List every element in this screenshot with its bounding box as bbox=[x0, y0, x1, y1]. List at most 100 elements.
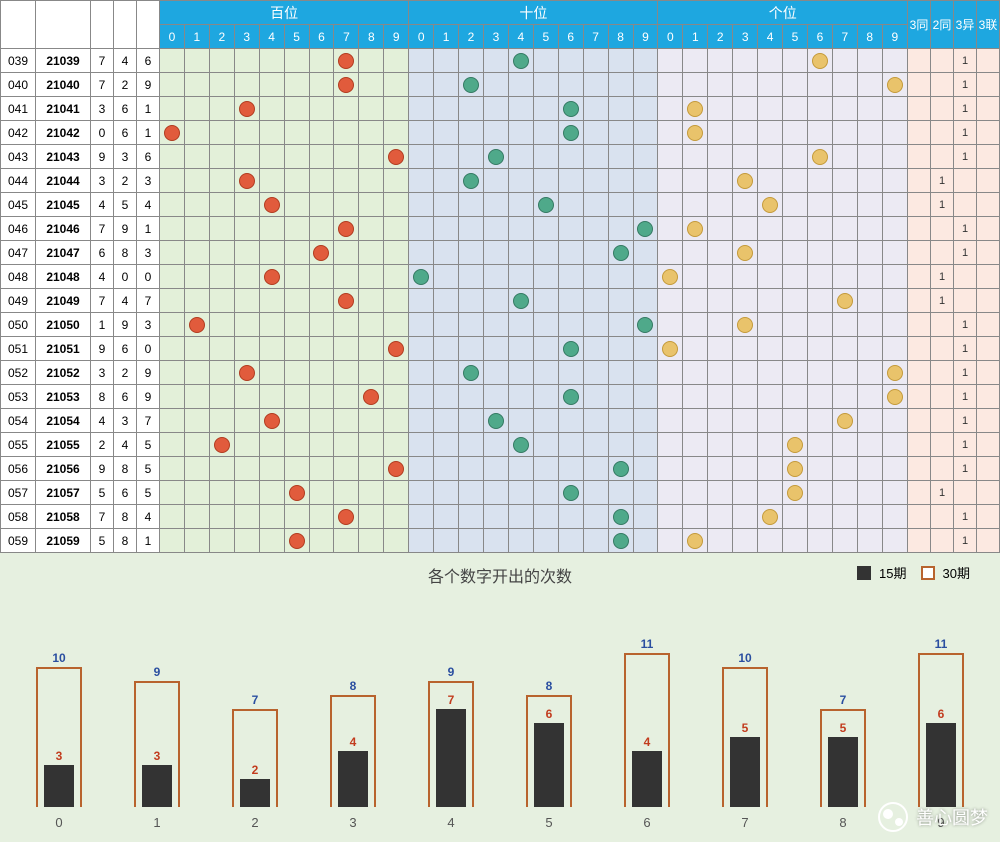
cell-shi-6 bbox=[558, 337, 583, 361]
cell-bai-6 bbox=[309, 385, 334, 409]
cell-ext-2: 1 bbox=[954, 49, 977, 73]
cell-bai-4 bbox=[259, 289, 284, 313]
table-row: 053210538691 bbox=[1, 385, 1000, 409]
cell-seq: 042 bbox=[1, 121, 36, 145]
cell-ge-6 bbox=[807, 121, 832, 145]
cell-ge-4 bbox=[758, 457, 783, 481]
cell-ge-8 bbox=[857, 97, 882, 121]
dot-bai bbox=[289, 533, 305, 549]
cell-shi-1 bbox=[434, 169, 459, 193]
table-row: 057210575651 bbox=[1, 481, 1000, 505]
cell-bai-2 bbox=[209, 97, 234, 121]
header-bai-col: 百位 bbox=[91, 1, 114, 49]
cell-shi-7 bbox=[583, 97, 608, 121]
cell-shi-5 bbox=[533, 217, 558, 241]
cell-ge-3 bbox=[733, 193, 758, 217]
bar-group-2: 72 bbox=[225, 607, 285, 807]
cell-bai-8 bbox=[359, 409, 384, 433]
cell-bai-1 bbox=[184, 457, 209, 481]
bar-group-0: 103 bbox=[29, 607, 89, 807]
cell-ge-8 bbox=[857, 337, 882, 361]
bar-outer-label: 11 bbox=[626, 637, 668, 651]
legend-label-15: 15期 bbox=[879, 563, 906, 582]
cell-bai-6 bbox=[309, 145, 334, 169]
cell-period: 21051 bbox=[36, 337, 91, 361]
cell-bai-2 bbox=[209, 337, 234, 361]
cell-shi-3 bbox=[483, 73, 508, 97]
cell-shi-1 bbox=[434, 241, 459, 265]
cell-shi-5 bbox=[533, 97, 558, 121]
cell-ext-3 bbox=[977, 193, 1000, 217]
cell-shi-num: 0 bbox=[114, 265, 137, 289]
dot-bai bbox=[388, 461, 404, 477]
cell-ge-6 bbox=[807, 145, 832, 169]
cell-ge-1 bbox=[683, 97, 708, 121]
cell-shi-0 bbox=[409, 457, 434, 481]
cell-bai-4 bbox=[259, 265, 284, 289]
cell-bai-8 bbox=[359, 457, 384, 481]
cell-bai-2 bbox=[209, 385, 234, 409]
cell-bai-0 bbox=[160, 97, 185, 121]
cell-shi-5 bbox=[533, 529, 558, 553]
cell-ge-8 bbox=[857, 265, 882, 289]
cell-bai-1 bbox=[184, 241, 209, 265]
cell-period: 21048 bbox=[36, 265, 91, 289]
cell-bai-7 bbox=[334, 193, 359, 217]
cell-shi-8 bbox=[608, 73, 633, 97]
cell-ext-1: 1 bbox=[931, 289, 954, 313]
cell-bai-3 bbox=[234, 433, 259, 457]
cell-bai-6 bbox=[309, 433, 334, 457]
cell-shi-2 bbox=[459, 73, 484, 97]
cell-ext-1: 1 bbox=[931, 169, 954, 193]
cell-bai-0 bbox=[160, 73, 185, 97]
cell-shi-6 bbox=[558, 481, 583, 505]
cell-bai-0 bbox=[160, 49, 185, 73]
cell-bai-5 bbox=[284, 121, 309, 145]
cell-bai-8 bbox=[359, 361, 384, 385]
cell-shi-7 bbox=[583, 73, 608, 97]
cell-ge-6 bbox=[807, 241, 832, 265]
cell-ge-num: 9 bbox=[137, 361, 160, 385]
cell-bai-9 bbox=[384, 385, 409, 409]
dot-bai bbox=[338, 77, 354, 93]
cell-ge-7 bbox=[832, 49, 857, 73]
cell-bai-num: 2 bbox=[91, 433, 114, 457]
cell-ge-4 bbox=[758, 265, 783, 289]
cell-bai-5 bbox=[284, 49, 309, 73]
cell-bai-4 bbox=[259, 409, 284, 433]
cell-bai-num: 9 bbox=[91, 337, 114, 361]
cell-shi-4 bbox=[508, 241, 533, 265]
cell-ge-1 bbox=[683, 121, 708, 145]
cell-shi-5 bbox=[533, 481, 558, 505]
cell-bai-2 bbox=[209, 433, 234, 457]
cell-bai-0 bbox=[160, 385, 185, 409]
cell-shi-num: 9 bbox=[114, 313, 137, 337]
cell-bai-3 bbox=[234, 73, 259, 97]
bar-group-4: 97 bbox=[421, 607, 481, 807]
cell-ge-2 bbox=[708, 457, 733, 481]
cell-bai-5 bbox=[284, 529, 309, 553]
cell-ge-7 bbox=[832, 97, 857, 121]
cell-bai-8 bbox=[359, 49, 384, 73]
cell-shi-5 bbox=[533, 289, 558, 313]
cell-shi-3 bbox=[483, 97, 508, 121]
cell-bai-6 bbox=[309, 337, 334, 361]
cell-bai-6 bbox=[309, 265, 334, 289]
cell-period: 21054 bbox=[36, 409, 91, 433]
cell-ge-9 bbox=[882, 409, 907, 433]
cell-ext-3 bbox=[977, 121, 1000, 145]
bar-inner: 7 bbox=[436, 709, 466, 807]
cell-shi-9 bbox=[633, 145, 658, 169]
cell-ge-0 bbox=[658, 409, 683, 433]
cell-ext-2 bbox=[954, 265, 977, 289]
cell-ge-0 bbox=[658, 49, 683, 73]
cell-shi-3 bbox=[483, 121, 508, 145]
bar-outer-label: 11 bbox=[920, 637, 962, 651]
cell-ge-2 bbox=[708, 289, 733, 313]
cell-ge-7 bbox=[832, 121, 857, 145]
cell-bai-8 bbox=[359, 97, 384, 121]
cell-bai-6 bbox=[309, 529, 334, 553]
cell-shi-9 bbox=[633, 505, 658, 529]
cell-seq: 055 bbox=[1, 433, 36, 457]
cell-ge-6 bbox=[807, 289, 832, 313]
